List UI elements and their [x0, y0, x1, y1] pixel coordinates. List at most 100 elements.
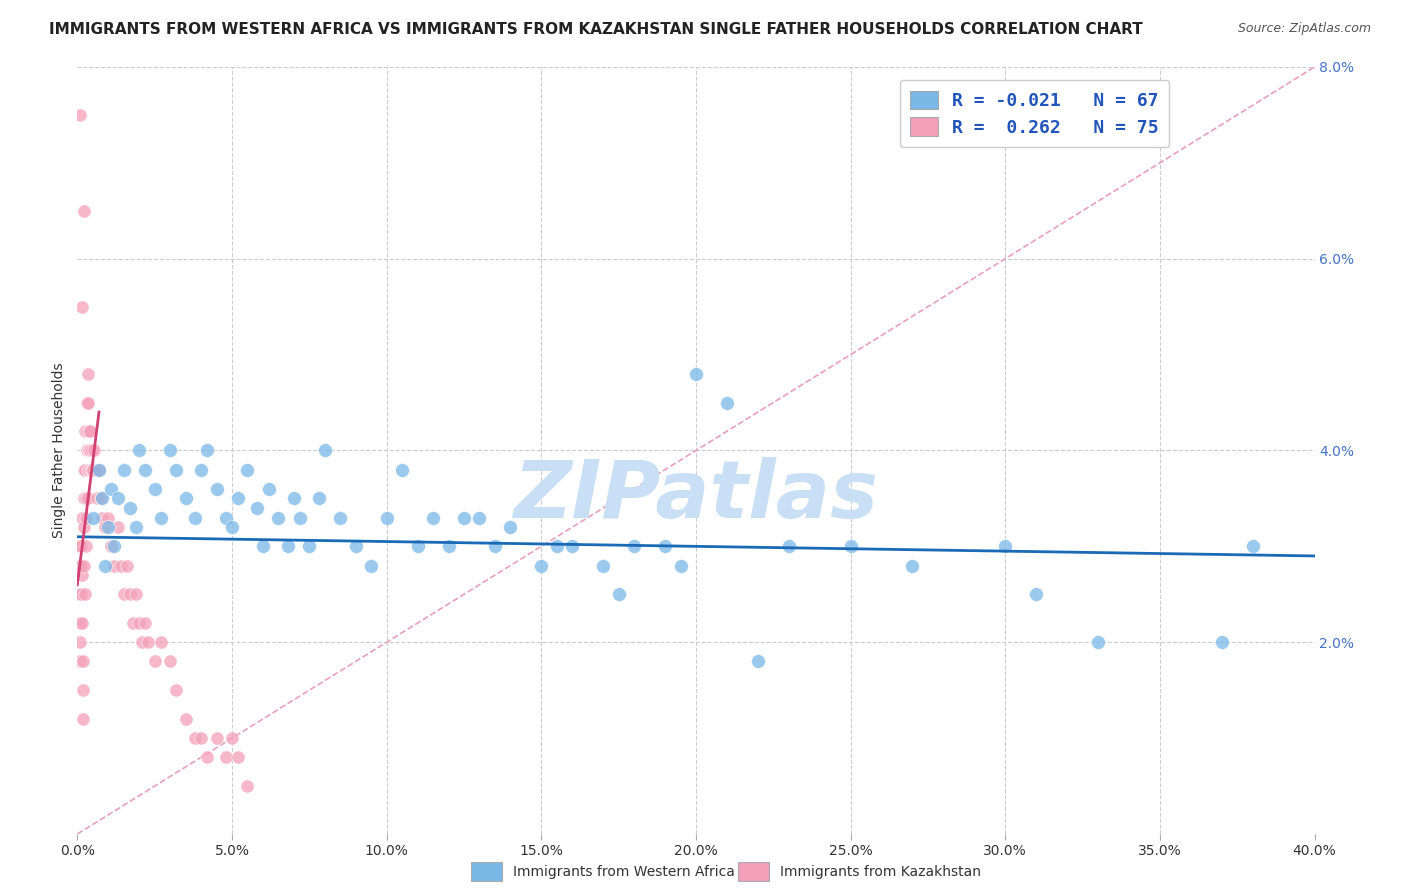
Point — [149, 510, 172, 524]
Point — [283, 491, 305, 506]
Point — [73, 558, 96, 573]
Point — [174, 712, 197, 726]
Point — [165, 683, 187, 698]
Point — [184, 510, 207, 524]
Point — [422, 510, 444, 524]
Point — [82, 462, 104, 476]
Point — [391, 462, 413, 476]
Point — [107, 491, 129, 506]
Point — [69, 108, 91, 122]
Point — [236, 462, 259, 476]
Point — [468, 510, 491, 524]
Point — [257, 482, 280, 496]
Point — [298, 539, 321, 553]
Point — [77, 443, 100, 458]
Point — [76, 443, 98, 458]
Point — [215, 750, 238, 764]
Point — [97, 510, 120, 524]
Point — [190, 731, 212, 746]
Point — [484, 539, 506, 553]
Point — [215, 510, 238, 524]
Point — [592, 558, 614, 573]
Point — [75, 539, 97, 553]
Point — [221, 520, 243, 534]
Point — [115, 558, 138, 573]
Text: Immigrants from Kazakhstan: Immigrants from Kazakhstan — [780, 865, 981, 880]
Point — [70, 568, 93, 582]
Point — [623, 539, 645, 553]
Point — [174, 491, 197, 506]
Point — [94, 520, 117, 534]
Point — [190, 462, 212, 476]
Point — [685, 367, 707, 381]
Point — [159, 655, 181, 669]
Point — [994, 539, 1017, 553]
Point — [499, 520, 522, 534]
Point — [72, 655, 94, 669]
Point — [308, 491, 330, 506]
Text: IMMIGRANTS FROM WESTERN AFRICA VS IMMIGRANTS FROM KAZAKHSTAN SINGLE FATHER HOUSE: IMMIGRANTS FROM WESTERN AFRICA VS IMMIGR… — [49, 22, 1143, 37]
Point — [80, 462, 103, 476]
Point — [530, 558, 553, 573]
Point — [546, 539, 568, 553]
Point — [1241, 539, 1264, 553]
Point — [669, 558, 692, 573]
Point — [77, 367, 100, 381]
Point — [76, 424, 98, 438]
Point — [437, 539, 460, 553]
Point — [91, 510, 114, 524]
Point — [125, 587, 148, 601]
Point — [72, 683, 94, 698]
Point — [94, 558, 117, 573]
Point — [205, 482, 228, 496]
Point — [118, 587, 141, 601]
Point — [87, 462, 110, 476]
Point — [73, 587, 96, 601]
Point — [91, 491, 114, 506]
Point — [103, 558, 125, 573]
Point — [67, 539, 90, 553]
Point — [70, 300, 93, 314]
Point — [82, 510, 104, 524]
Point — [1087, 635, 1109, 649]
Point — [329, 510, 352, 524]
Point — [77, 424, 100, 438]
Point — [75, 510, 97, 524]
Point — [72, 462, 94, 476]
Point — [110, 558, 132, 573]
Point — [226, 750, 249, 764]
Point — [267, 510, 290, 524]
Point — [79, 443, 101, 458]
Point — [100, 539, 122, 553]
Point — [344, 539, 367, 553]
Point — [134, 462, 156, 476]
Point — [128, 615, 150, 630]
Point — [226, 491, 249, 506]
Point — [76, 462, 98, 476]
Point — [118, 500, 141, 515]
Legend: R = -0.021   N = 67, R =  0.262   N = 75: R = -0.021 N = 67, R = 0.262 N = 75 — [900, 79, 1170, 147]
Point — [134, 615, 156, 630]
Point — [138, 635, 160, 649]
Point — [195, 443, 218, 458]
Point — [70, 510, 93, 524]
Point — [1211, 635, 1233, 649]
Point — [97, 520, 120, 534]
Point — [67, 558, 90, 573]
Point — [73, 520, 96, 534]
Point — [149, 635, 172, 649]
Point — [128, 443, 150, 458]
Point — [87, 462, 110, 476]
Point — [159, 443, 181, 458]
Point — [69, 655, 91, 669]
Point — [654, 539, 676, 553]
Point — [103, 539, 125, 553]
Point — [195, 750, 218, 764]
Point — [165, 462, 187, 476]
Point — [90, 491, 111, 506]
Point — [236, 779, 259, 793]
Text: ZIPatlas: ZIPatlas — [513, 458, 879, 535]
Point — [73, 491, 96, 506]
Point — [76, 395, 98, 409]
Point — [70, 539, 93, 553]
